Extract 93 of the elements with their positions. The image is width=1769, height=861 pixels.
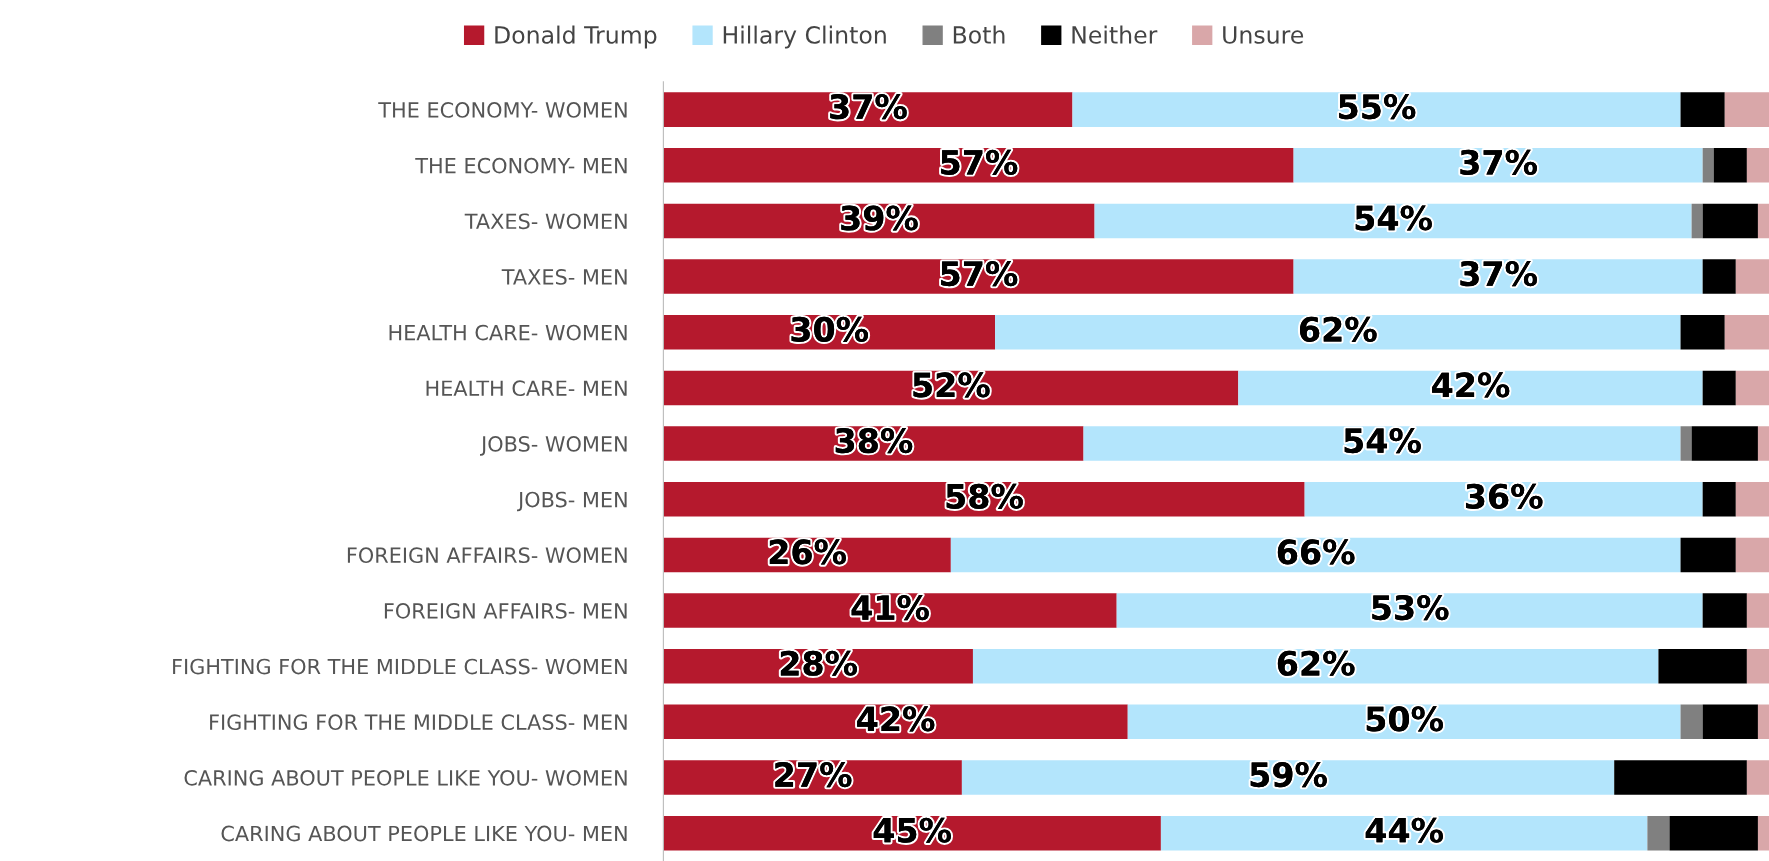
bar: [1746, 648, 1769, 684]
bar: [663, 148, 1294, 183]
bar: [1647, 815, 1670, 851]
bar: [1072, 92, 1681, 127]
bar: [972, 648, 1659, 684]
data-label: 58%: [946, 483, 1023, 509]
y-tick-label: FOREIGN AFFAIRS- WOMEN: [347, 547, 627, 564]
y-tick-label: HEALTH CARE- MEN: [426, 380, 627, 397]
legend-label: Unsure: [1223, 26, 1304, 44]
data-label: 50%: [1366, 706, 1443, 732]
bar: [1702, 259, 1736, 294]
bar: [1746, 148, 1769, 183]
bar: [1680, 537, 1736, 573]
data-label: 37%: [830, 94, 907, 120]
data-label: 59%: [1250, 761, 1327, 788]
data-label: 39%: [841, 205, 918, 231]
bar: [1680, 704, 1703, 740]
y-tick-label: HEALTH CARE- WOMEN: [389, 324, 627, 341]
bar: [1680, 92, 1725, 127]
bar: [1702, 203, 1758, 239]
bar: [1702, 148, 1714, 183]
legend-label: Donald Trump: [495, 25, 657, 49]
bar: [1735, 481, 1769, 517]
bar: [1614, 760, 1747, 795]
y-tick-label: FIGHTING FOR THE MIDDLE CLASS- MEN: [210, 714, 627, 731]
bar: [1724, 315, 1769, 350]
bar: [663, 481, 1305, 517]
y-tick-label: CARING ABOUT PEOPLE LIKE YOU- MEN: [221, 825, 627, 842]
bar: [663, 259, 1294, 294]
bar: [1691, 203, 1703, 239]
legend-label: Both: [953, 25, 1005, 44]
data-label: 45%: [873, 817, 951, 843]
bar: [961, 760, 1615, 795]
bar: [1746, 593, 1769, 628]
bar: [1669, 815, 1758, 851]
data-label: 44%: [1365, 817, 1443, 843]
y-tick-label: TAXES- WOMEN: [464, 213, 627, 230]
bar: [663, 593, 1117, 628]
y-tick-label: THE ECONOMY- WOMEN: [378, 102, 627, 118]
y-tick-label: TAXES- MEN: [501, 269, 627, 285]
data-label: 62%: [1277, 650, 1355, 676]
bar: [1293, 259, 1703, 294]
data-label: 37%: [1460, 261, 1537, 287]
bar: [663, 92, 1073, 127]
bar: [1735, 370, 1769, 406]
bar: [1757, 426, 1769, 461]
data-label: 26%: [769, 539, 846, 565]
legend-label: Hillary Clinton: [723, 25, 886, 49]
data-label: 42%: [1432, 372, 1510, 398]
bar: [1746, 760, 1769, 795]
data-label: 57%: [941, 149, 1018, 175]
bar: [1702, 481, 1736, 517]
data-label: 28%: [780, 650, 857, 676]
y-tick-label: THE ECONOMY- MEN: [415, 157, 627, 174]
data-label: 41%: [851, 595, 929, 621]
data-label: 27%: [775, 761, 852, 788]
bar: [1116, 593, 1703, 628]
data-label: 52%: [913, 372, 990, 398]
bar: [1680, 426, 1692, 461]
bar: [1293, 148, 1703, 183]
data-label: 42%: [857, 706, 935, 732]
data-label: 38%: [835, 428, 913, 454]
bar: [1735, 537, 1769, 573]
bar: [1702, 370, 1736, 406]
bar: [1702, 704, 1758, 740]
bar: [995, 315, 1681, 350]
data-label: 55%: [1339, 94, 1416, 120]
y-tick-label: CARING ABOUT PEOPLE LIKE YOU- WOMEN: [184, 769, 627, 786]
bar: [1083, 426, 1681, 461]
bar: [663, 370, 1239, 406]
data-label: 53%: [1372, 595, 1449, 621]
bar: [1702, 593, 1747, 628]
legend-label: Neither: [1072, 25, 1158, 44]
bar: [1735, 259, 1769, 294]
data-label: 54%: [1344, 428, 1421, 454]
y-tick-label: FIGHTING FOR THE MIDDLE CLASS- WOMEN: [173, 658, 627, 675]
data-label: 37%: [1460, 149, 1537, 175]
bar: [1094, 203, 1692, 239]
bar: [1658, 648, 1747, 684]
bar: [1680, 315, 1725, 350]
data-label: 54%: [1355, 205, 1432, 231]
data-label: 30%: [791, 316, 869, 342]
bar: [1713, 148, 1747, 183]
y-tick-label: JOBS- MEN: [517, 491, 627, 512]
data-label: 66%: [1277, 539, 1355, 565]
bar: [1724, 92, 1769, 127]
y-tick-label: JOBS- WOMEN: [480, 436, 627, 456]
y-tick-label: FOREIGN AFFAIRS- MEN: [384, 602, 627, 619]
bar: [950, 537, 1681, 573]
data-label: 36%: [1465, 483, 1543, 509]
data-label: 62%: [1299, 316, 1377, 342]
data-label: 57%: [941, 261, 1018, 287]
bar: [1691, 426, 1758, 461]
